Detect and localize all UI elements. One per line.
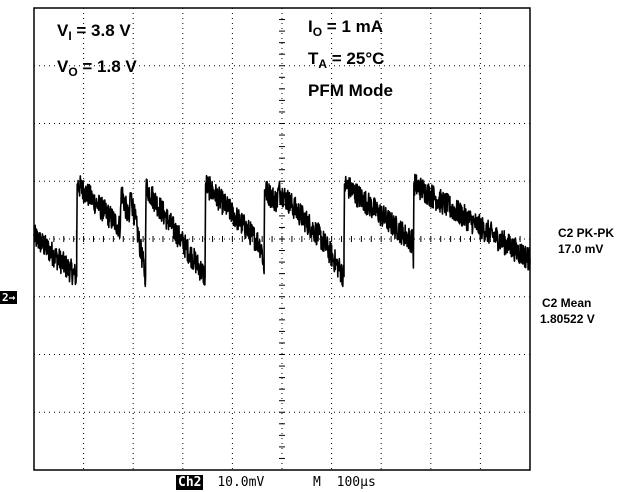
ambient-temperature-label: TA = 25°C (308, 49, 385, 71)
pk-pk-measurement: C2 PK-PK 17.0 mV (558, 225, 614, 257)
mean-value: 1.80522 V (540, 312, 595, 326)
pk-pk-label: C2 PK-PK (558, 226, 615, 240)
channel-2-ground-marker: 2→ (0, 291, 18, 304)
pk-pk-value: 17.0 mV (558, 242, 604, 256)
volts-per-div: 10.0mV (217, 475, 265, 490)
timebase-readout: M 100µs (313, 475, 376, 490)
graticule (33, 7, 531, 471)
output-voltage-label: VO = 1.8 V (57, 57, 137, 79)
mode-label: PFM Mode (308, 81, 393, 100)
time-per-div: 100µs (336, 475, 376, 490)
channel-scale-readout: Ch2 10.0mV (176, 475, 264, 490)
timebase-label: M (313, 475, 321, 490)
waveform-trace (33, 173, 531, 288)
waveform-series-line (33, 173, 531, 288)
output-current-label: IO = 1 mA (308, 17, 384, 39)
mean-measurement: C2 Mean 1.80522 V (540, 295, 595, 327)
channel-tag: Ch2 (176, 475, 204, 490)
input-voltage-label: VI = 3.8 V (57, 21, 131, 43)
mean-label: C2 Mean (542, 296, 592, 310)
